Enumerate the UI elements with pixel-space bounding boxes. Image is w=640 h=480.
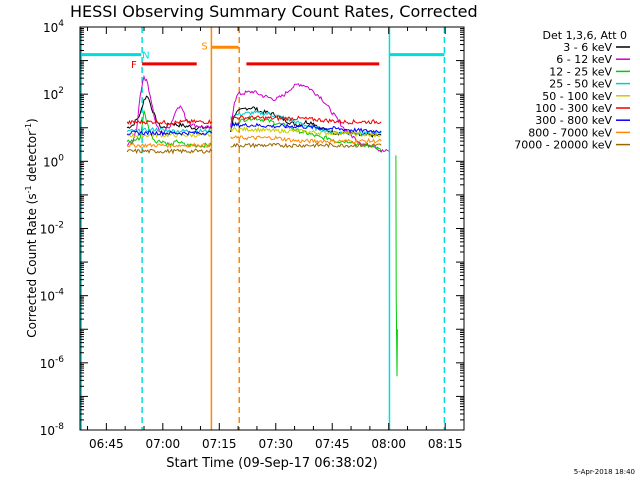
x-tick-label: 07:15: [202, 437, 237, 451]
series-5-segment-1: [230, 115, 382, 125]
series-layer: [126, 74, 398, 377]
x-tick-label: 07:30: [258, 437, 293, 451]
legend-header: Det 1,3,6, Att 0: [543, 29, 627, 42]
x-axis: 06:45 07:00 07:15 07:30 07:45 08:00 08:15: [87, 27, 465, 451]
series-4: [126, 126, 382, 139]
x-tick-label: 08:00: [371, 437, 406, 451]
x-tick-label: 06:45: [89, 437, 124, 451]
legend-label-5: 100 - 300 keV: [535, 102, 612, 115]
x-tick-label: 07:45: [315, 437, 350, 451]
flag-label-s: S: [201, 42, 207, 53]
footer-date: 5-Apr-2018 18:40: [574, 468, 635, 476]
series-8: [126, 142, 382, 155]
series-6: [127, 121, 382, 137]
legend-label-7: 800 - 7000 keV: [528, 126, 612, 139]
y-tick-label: 10-2: [40, 221, 64, 237]
y-tick-label: 10-4: [40, 288, 65, 304]
y-tick-label: 102: [43, 86, 64, 102]
legend-label-0: 3 - 6 keV: [563, 41, 612, 54]
x-axis-label: Start Time (09-Sep-17 06:38:02): [166, 456, 377, 471]
series-8-segment-0: [126, 148, 213, 155]
legend-label-2: 12 - 25 keV: [549, 65, 612, 78]
series-2-segment-2: [395, 155, 398, 377]
series-4-segment-1: [230, 126, 382, 138]
series-1-segment-1: [230, 83, 389, 153]
flag-label-f: F: [131, 60, 137, 71]
y-axis: 104 102 100 10-2 10-4 10-6 10-8: [40, 19, 464, 438]
vertical-lines: [80, 27, 446, 430]
series-1: [126, 74, 389, 153]
y-axis-label: Corrected Count Rate (s-1 detector-1): [24, 118, 39, 337]
series-6-segment-1: [230, 121, 382, 134]
flag-label-n: N: [142, 51, 149, 62]
legend-label-3: 25 - 50 keV: [549, 78, 612, 91]
y-tick-label: 100: [43, 153, 64, 169]
series-7: [126, 135, 382, 149]
flag-bars: NF S: [80, 42, 445, 71]
plot-area: NF S: [79, 26, 465, 431]
legend-label-4: 50 - 100 keV: [542, 90, 612, 103]
legend-label-8: 7000 - 20000 keV: [514, 139, 612, 152]
series-7-segment-0: [126, 141, 212, 149]
series-6-segment-0: [127, 129, 213, 137]
series-8-segment-1: [230, 142, 382, 149]
series-5: [126, 115, 382, 126]
series-5-segment-0: [126, 118, 213, 126]
y-tick-label: 104: [43, 19, 64, 35]
series-1-segment-0: [126, 74, 213, 146]
legend-label-6: 300 - 800 keV: [535, 114, 612, 127]
x-tick-label: 08:15: [428, 437, 463, 451]
chart-title: HESSI Observing Summary Count Rates, Cor…: [70, 2, 478, 21]
x-tick-label: 07:00: [146, 437, 181, 451]
plot-frame: [79, 26, 465, 431]
series-7-segment-1: [230, 135, 382, 144]
y-tick-label: 10-6: [40, 355, 65, 371]
legend-label-1: 6 - 12 keV: [556, 53, 612, 66]
y-tick-label: 10-8: [40, 422, 65, 438]
